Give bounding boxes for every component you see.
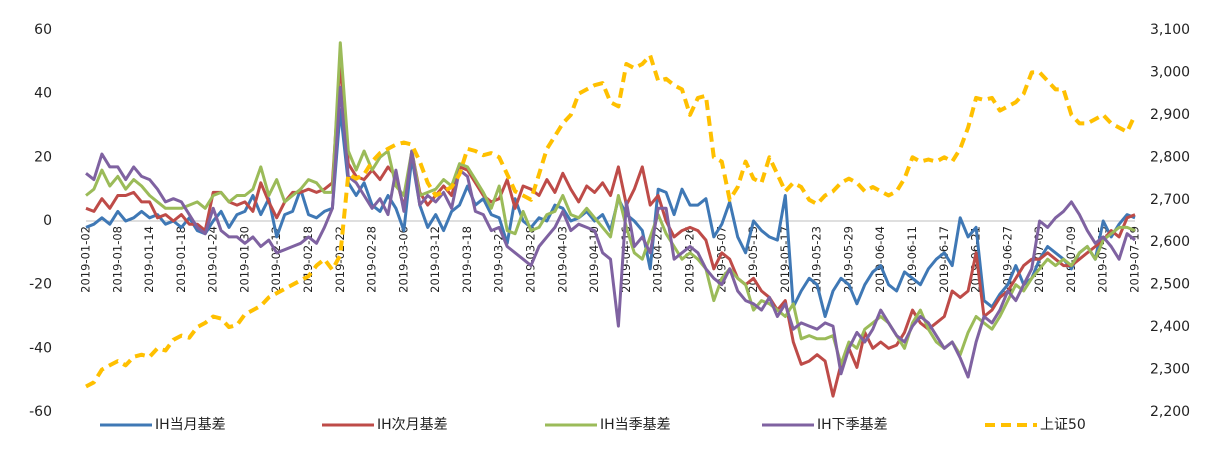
y-tick-label: 60 — [34, 22, 52, 38]
x-tick-label: 2019-07-19 — [1128, 226, 1142, 293]
x-tick-label: 2019-06-17 — [937, 226, 951, 293]
x-tick-label: 2019-01-18 — [174, 226, 188, 293]
x-tick-label: 2019-03-28 — [524, 226, 538, 293]
x-tick-label: 2019-03-12 — [428, 226, 442, 293]
x-tick-label: 2019-01-24 — [206, 226, 220, 293]
series-line — [85, 60, 1136, 398]
x-tick-label: 2019-07-09 — [1064, 226, 1078, 293]
x-tick-label: 2019-02-28 — [365, 226, 379, 293]
x-tick-label: 2019-03-22 — [492, 226, 506, 293]
legend-label: IH当月基差 — [155, 416, 226, 433]
y-tick-label: 40 — [34, 86, 52, 102]
y2-tick-label: 2,200 — [1150, 404, 1190, 420]
y-tick-label: 0 — [43, 213, 52, 229]
x-tick-label: 2019-01-30 — [237, 226, 251, 293]
series-line — [85, 85, 1136, 379]
x-tick-label: 2019-06-04 — [873, 226, 887, 293]
x-tick-label: 2019-05-29 — [841, 226, 855, 293]
legend-label: IH次月基差 — [377, 416, 448, 433]
y2-tick-label: 3,000 — [1150, 64, 1190, 80]
y2-tick-label: 2,800 — [1150, 149, 1190, 165]
y-tick-label: -40 — [29, 340, 52, 356]
y2-tick-label: 2,900 — [1150, 107, 1190, 123]
legend-label: IH下季基差 — [817, 416, 888, 433]
x-tick-label: 2019-03-06 — [396, 226, 410, 293]
y2-tick-label: 2,500 — [1150, 277, 1190, 293]
x-tick-label: 2019-04-26 — [682, 226, 696, 293]
x-tick-label: 2019-01-14 — [142, 226, 156, 293]
x-tick-label: 2019-05-23 — [810, 226, 824, 293]
y2-tick-label: 2,400 — [1150, 319, 1190, 335]
y2-tick-label: 3,100 — [1150, 22, 1190, 38]
x-tick-label: 2019-02-12 — [269, 226, 283, 293]
y-tick-label: -20 — [29, 277, 52, 293]
x-tick-label: 2019-04-03 — [555, 226, 569, 293]
y-tick-label: 20 — [34, 149, 52, 165]
y2-tick-label: 2,600 — [1150, 234, 1190, 250]
legend-label: 上证50 — [1040, 417, 1086, 433]
x-tick-label: 2019-03-18 — [460, 226, 474, 293]
y2-tick-label: 2,700 — [1150, 192, 1190, 208]
legend-label: IH当季基差 — [600, 416, 671, 433]
y2-tick-label: 2,300 — [1150, 362, 1190, 378]
x-tick-label: 2019-01-02 — [79, 226, 93, 293]
x-tick-label: 2019-01-08 — [110, 226, 124, 293]
x-tick-label: 2019-04-10 — [587, 226, 601, 293]
y-tick-label: -60 — [29, 404, 52, 420]
